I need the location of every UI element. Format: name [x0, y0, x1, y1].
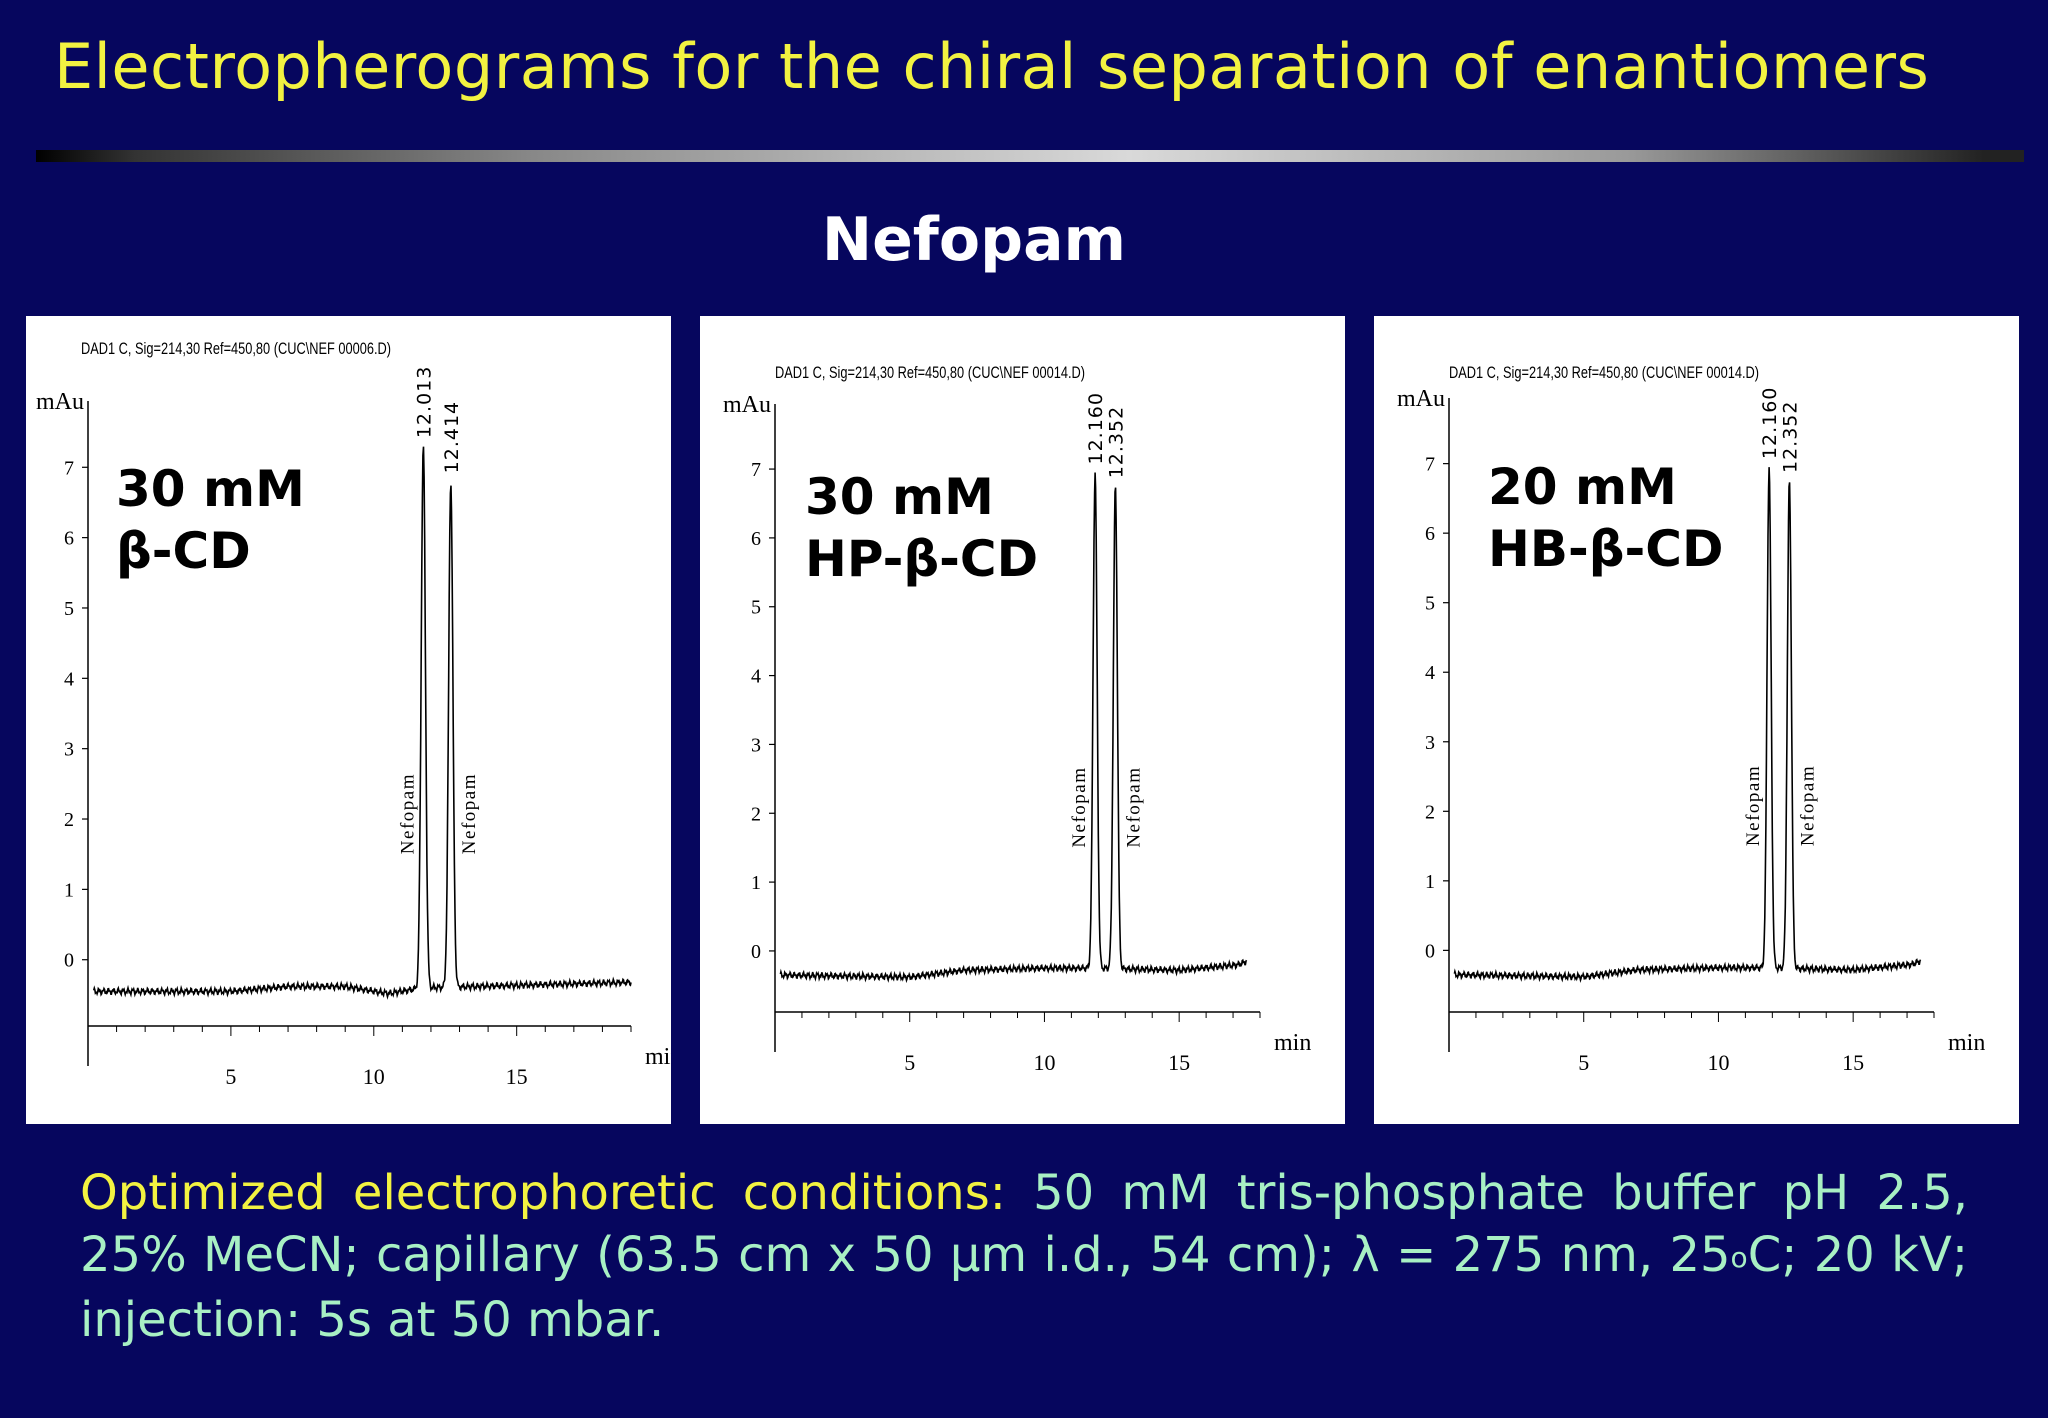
y-tick-label: 5: [751, 597, 761, 619]
y-tick-label: 2: [64, 809, 74, 831]
y-tick-label: 1: [751, 872, 761, 894]
x-tick-label: 10: [1707, 1050, 1729, 1075]
footer-line3-b: C; 20 kV; injection: 5s at 50 mbar.: [80, 1227, 1968, 1348]
condition-label: 30 mM β-CD: [116, 458, 305, 582]
electropherogram-chart-1: DAD1 C, Sig=214,30 Ref=450,80 (CUC\NEF 0…: [36, 339, 671, 1089]
peak-time-label: 12.160: [1759, 387, 1781, 459]
footer-line1: 50 mM tris-phosphate buffer pH: [1033, 1165, 1850, 1221]
chart-header: DAD1 C, Sig=214,30 Ref=450,80 (CUC\NEF 0…: [775, 363, 1085, 382]
peak-time-label: 12.352: [1105, 406, 1127, 478]
x-tick-label: 5: [904, 1050, 915, 1075]
signal-trace: [779, 472, 1248, 984]
x-axis-label: min: [1274, 1030, 1311, 1056]
condition-concentration: 20 mM: [1488, 458, 1677, 516]
x-tick-label: 15: [1842, 1050, 1864, 1075]
x-tick-label: 5: [225, 1064, 236, 1089]
peak-name-label: Nefopam: [397, 773, 418, 854]
electropherogram-panel-1: DAD1 C, Sig=214,30 Ref=450,80 (CUC\NEF 0…: [26, 316, 671, 1124]
peak-time-label: 12.013: [413, 366, 435, 438]
y-tick-label: 3: [1425, 732, 1435, 754]
y-tick-label: 5: [1425, 593, 1435, 615]
electropherogram-chart-3: DAD1 C, Sig=214,30 Ref=450,80 (CUC\NEF 0…: [1397, 363, 1985, 1075]
peak-time-label: 12.352: [1779, 401, 1801, 473]
electropherogram-chart-2: DAD1 C, Sig=214,30 Ref=450,80 (CUC\NEF 0…: [723, 363, 1311, 1075]
peak-time-label: 12.414: [441, 401, 463, 473]
chart-header: DAD1 C, Sig=214,30 Ref=450,80 (CUC\NEF 0…: [81, 339, 391, 358]
compound-title: Nefopam: [821, 205, 1127, 275]
electropherogram-panel-3: DAD1 C, Sig=214,30 Ref=450,80 (CUC\NEF 0…: [1374, 316, 2019, 1124]
footer-lead: Optimized electrophoretic conditions:: [80, 1165, 1006, 1221]
y-tick-label: 0: [64, 950, 74, 972]
y-axis-label: mAu: [36, 389, 84, 415]
conditions-footer: Optimized electrophoretic conditions: 50…: [80, 1162, 1968, 1351]
y-tick-label: 6: [751, 528, 761, 550]
x-tick-label: 15: [1168, 1050, 1190, 1075]
x-tick-label: 10: [1033, 1050, 1055, 1075]
condition-label: 30 mM HP-β-CD: [805, 466, 1038, 590]
peak-name-label: Nefopam: [1797, 765, 1818, 846]
slide-title: Electropherograms for the chiral separat…: [54, 30, 1930, 103]
y-tick-label: 4: [64, 668, 74, 690]
y-axis-label: mAu: [1397, 386, 1445, 412]
peak-name-label: Nefopam: [1123, 766, 1144, 847]
x-tick-label: 10: [363, 1064, 385, 1089]
chart-header: DAD1 C, Sig=214,30 Ref=450,80 (CUC\NEF 0…: [1449, 363, 1759, 382]
y-tick-label: 7: [751, 459, 761, 481]
title-divider: [36, 150, 2024, 162]
condition-selector: HP-β-CD: [805, 530, 1039, 588]
y-tick-label: 7: [1425, 454, 1435, 476]
condition-concentration: 30 mM: [116, 460, 305, 518]
y-tick-label: 2: [1425, 801, 1435, 823]
y-tick-label: 3: [64, 739, 74, 761]
x-axis-label: min: [1948, 1030, 1985, 1056]
y-tick-label: 6: [64, 528, 74, 550]
y-tick-label: 3: [751, 734, 761, 756]
y-tick-label: 7: [64, 457, 74, 479]
y-axis-label: mAu: [723, 392, 771, 418]
peak-time-label: 12.160: [1085, 392, 1107, 464]
condition-selector: β-CD: [116, 522, 251, 580]
y-tick-label: 1: [64, 879, 74, 901]
footer-degree-sup: o: [1730, 1241, 1748, 1274]
y-tick-label: 0: [1425, 940, 1435, 962]
peak-name-label: Nefopam: [1743, 765, 1764, 846]
y-tick-label: 4: [751, 666, 761, 688]
signal-trace: [92, 446, 632, 1000]
electropherogram-panel-2: DAD1 C, Sig=214,30 Ref=450,80 (CUC\NEF 0…: [700, 316, 1345, 1124]
y-tick-label: 2: [751, 803, 761, 825]
y-tick-label: 0: [751, 941, 761, 963]
peak-name-label: Nefopam: [459, 773, 480, 854]
y-tick-label: 5: [64, 598, 74, 620]
y-tick-label: 1: [1425, 871, 1435, 893]
peak-name-label: Nefopam: [1069, 766, 1090, 847]
x-axis-label: min: [645, 1044, 671, 1070]
y-tick-label: 6: [1425, 523, 1435, 545]
footer-line2: 2.5, 25% MeCN; capillary (63.5 cm x 50 μ…: [80, 1165, 1968, 1283]
x-tick-label: 5: [1578, 1050, 1589, 1075]
condition-concentration: 30 mM: [805, 468, 994, 526]
y-tick-label: 4: [1425, 662, 1435, 684]
x-tick-label: 15: [506, 1064, 528, 1089]
condition-label: 20 mM HB-β-CD: [1488, 456, 1723, 580]
footer-line3-a: 25: [1669, 1227, 1731, 1283]
condition-selector: HB-β-CD: [1488, 520, 1724, 578]
signal-trace: [1453, 467, 1922, 984]
